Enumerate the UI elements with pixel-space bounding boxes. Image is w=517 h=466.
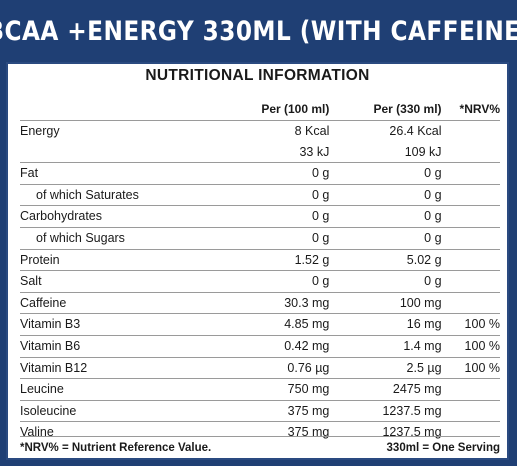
row-value-per-330ml: 2475 mg xyxy=(329,378,442,401)
row-value-per-100ml: 375 mg xyxy=(228,421,330,443)
row-label: Vitamin B6 xyxy=(20,334,229,358)
table-row: Leucine 750 mg 2475 mg xyxy=(20,378,500,401)
row-value-per-100ml: 1.52 g xyxy=(228,248,330,271)
row-value-nrv xyxy=(442,142,500,163)
row-value-nrv xyxy=(441,248,500,271)
panel-title: NUTRITIONAL INFORMATION xyxy=(145,67,370,84)
row-value-per-100ml: 750 mg xyxy=(228,378,330,401)
nutrition-table: Per (100 ml) Per (330 ml) *NRV% Energy 8 … xyxy=(20,98,500,443)
row-value-per-330ml: 1.4 mg xyxy=(329,334,442,358)
table-row: Isoleucine 375 mg 1237.5 mg xyxy=(20,399,500,422)
row-value-per-330ml: 0 g xyxy=(329,226,442,250)
table-row: Caffeine 30.3 mg 100 mg xyxy=(20,291,500,314)
row-value-nrv: 100 % xyxy=(441,356,500,379)
row-label: of which Saturates xyxy=(20,183,229,206)
row-label: Energy xyxy=(20,124,60,138)
row-value-per-100ml: 375 mg xyxy=(228,399,330,422)
table-row: 33 kJ 109 kJ xyxy=(20,142,500,163)
row-value-per-100ml: 0 g xyxy=(228,226,330,250)
row-value-nrv xyxy=(441,162,500,185)
table-row: Vitamin B6 0.42 mg 1.4 mg 100 % xyxy=(20,334,500,358)
row-label: Leucine xyxy=(20,378,229,401)
row-value-per-100ml: 0 g xyxy=(228,162,330,185)
row-value-per-100ml: 30.3 mg xyxy=(228,291,330,314)
table-footer: *NRV% = Nutrient Reference Value. 330ml … xyxy=(20,436,500,457)
row-value-per-330ml: 0 g xyxy=(329,162,442,185)
row-value-nrv xyxy=(441,421,500,443)
row-label: Fat xyxy=(20,162,229,185)
table-row: Vitamin B12 0.76 µg 2.5 µg 100 % xyxy=(20,356,500,379)
row-value-nrv xyxy=(441,226,500,250)
row-value-nrv xyxy=(441,205,500,228)
column-header-label xyxy=(20,98,229,121)
row-label: Isoleucine xyxy=(20,399,229,422)
row-value-per-330ml: 5.02 g xyxy=(329,248,442,271)
row-value-nrv xyxy=(441,399,500,422)
row-value-per-100ml: 0.42 mg xyxy=(228,334,330,358)
row-value-per-330ml: 1237.5 mg xyxy=(329,421,442,443)
row-label: of which Sugars xyxy=(20,226,229,250)
nutrition-panel: NUTRITIONAL INFORMATION Per (100 ml) Per… xyxy=(6,62,509,460)
column-header-per-330ml: Per (330 ml) xyxy=(329,98,442,121)
product-title: BCAA +ENERGY 330ML (WITH CAFFEINE) xyxy=(0,15,517,47)
row-label: Salt xyxy=(20,270,229,293)
row-value-nrv: 100 % xyxy=(441,313,500,336)
column-header-nrv: *NRV% xyxy=(441,98,500,121)
row-value-per-330ml: 16 mg xyxy=(329,313,442,336)
row-value-nrv xyxy=(441,291,500,314)
row-value-nrv xyxy=(442,121,500,142)
row-value-per-330ml: 2.5 µg xyxy=(329,356,442,379)
column-header-per-100ml: Per (100 ml) xyxy=(228,98,330,121)
row-value-nrv xyxy=(441,378,500,401)
row-label: Vitamin B12 xyxy=(20,356,229,379)
footer-serving-note: 330ml = One Serving xyxy=(386,442,500,454)
table-header-row: Per (100 ml) Per (330 ml) *NRV% xyxy=(20,98,500,121)
row-value-per-330ml: 1237.5 mg xyxy=(329,399,442,422)
row-value-per-330ml: 0 g xyxy=(329,183,442,206)
row-value-per-100ml: 0 g xyxy=(228,183,330,206)
row-value-per-330ml: 0 g xyxy=(329,205,442,228)
row-value-per-100ml: 33 kJ xyxy=(299,144,330,159)
table-row: Protein 1.52 g 5.02 g xyxy=(20,248,500,271)
row-value-per-330ml: 0 g xyxy=(329,270,442,293)
row-value-per-100ml: 4.85 mg xyxy=(228,313,330,336)
row-value-nrv xyxy=(441,270,500,293)
row-value-per-100ml: 0 g xyxy=(228,205,330,228)
row-label: Vitamin B3 xyxy=(20,313,229,336)
row-value-per-100ml: 8 Kcal xyxy=(294,124,330,138)
row-label xyxy=(20,142,228,163)
row-label: Carbohydrates xyxy=(20,205,229,228)
row-value-per-330ml: 26.4 Kcal xyxy=(389,124,442,138)
row-label: Protein xyxy=(20,248,229,271)
table-row: Vitamin B3 4.85 mg 16 mg 100 % xyxy=(20,313,500,336)
row-label: Caffeine xyxy=(20,291,229,314)
row-value-nrv xyxy=(441,183,500,206)
row-value-nrv: 100 % xyxy=(441,334,500,358)
row-value-per-330ml: 109 kJ xyxy=(404,144,442,159)
table-row: Valine 375 mg 1237.5 mg xyxy=(20,421,500,443)
row-value-per-100ml: 0.76 µg xyxy=(228,356,330,379)
table-row: Energy 8 Kcal 26.4 Kcal xyxy=(20,121,500,142)
row-value-per-100ml: 0 g xyxy=(228,270,330,293)
header-banner: BCAA +ENERGY 330ML (WITH CAFFEINE) xyxy=(0,0,517,62)
footer-nrv-note: *NRV% = Nutrient Reference Value. xyxy=(20,442,212,454)
row-label: Valine xyxy=(20,421,229,443)
row-value-per-330ml: 100 mg xyxy=(329,291,442,314)
